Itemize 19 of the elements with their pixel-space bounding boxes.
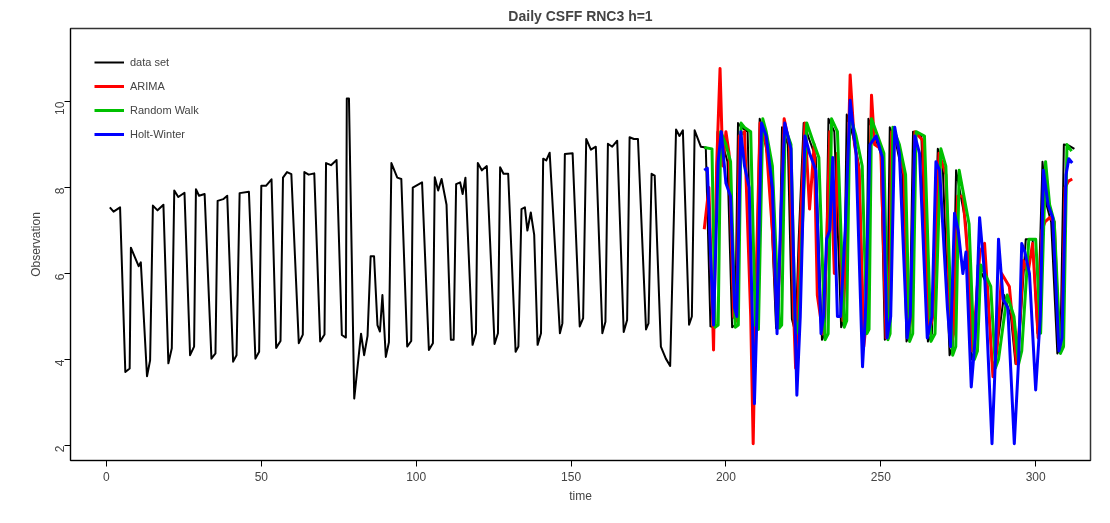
y-tick-label: 10 <box>53 101 67 115</box>
y-tick-label: 6 <box>53 273 67 281</box>
x-tick-label: 300 <box>1025 469 1047 484</box>
x-axis-title: time <box>569 488 593 503</box>
legend-label: ARIMA <box>130 80 165 92</box>
y-axis-title: Observation <box>28 212 43 277</box>
x-tick-label: 250 <box>870 469 892 484</box>
y-tick-label: 2 <box>53 445 67 453</box>
x-tick-label: 150 <box>561 469 582 484</box>
y-tick-label: 4 <box>53 359 67 367</box>
x-tick-label: 0 <box>103 469 111 484</box>
chart-title: Daily CSFF RNC3 h=1 <box>508 7 653 24</box>
y-tick-label: 8 <box>53 187 67 195</box>
x-tick-label: 100 <box>406 469 427 484</box>
legend-label: data set <box>130 56 170 68</box>
x-tick-label: 200 <box>715 469 737 484</box>
legend-label: Random Walk <box>130 104 199 116</box>
x-tick-label: 50 <box>254 469 269 484</box>
legend-label: Holt-Winter <box>130 128 186 140</box>
